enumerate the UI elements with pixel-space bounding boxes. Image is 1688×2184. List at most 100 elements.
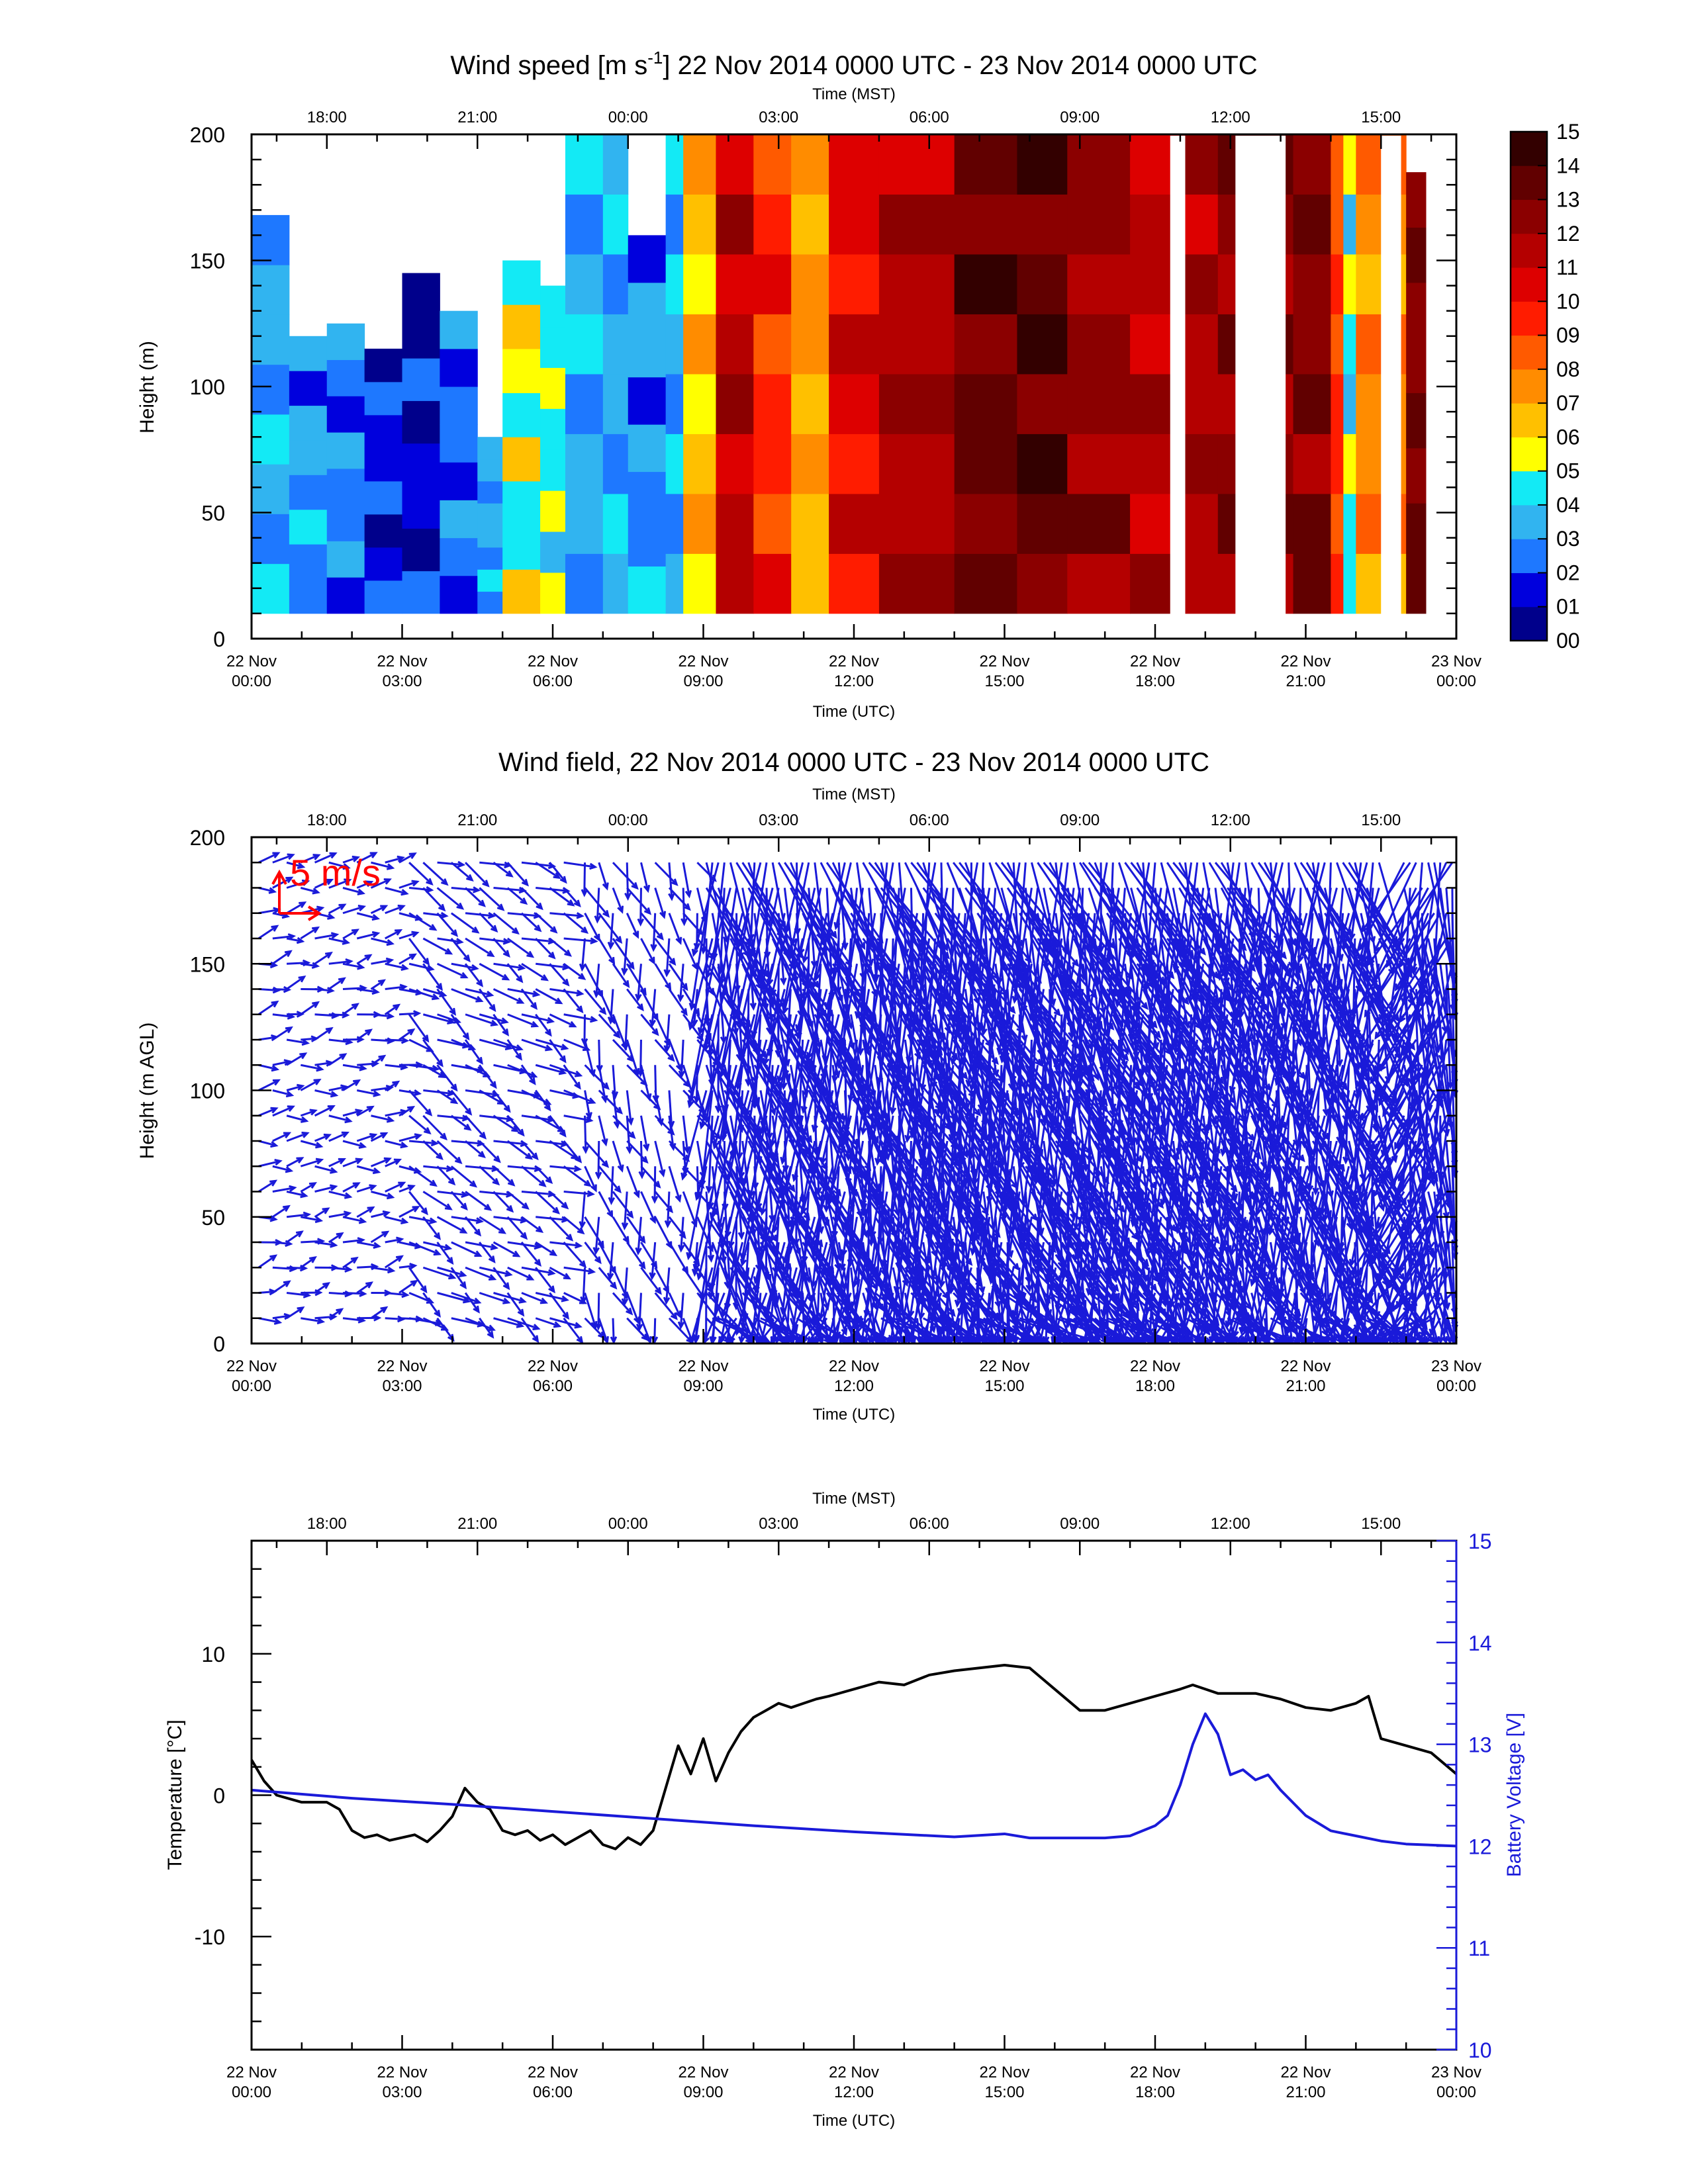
speed-cell bbox=[716, 134, 754, 195]
wind-vector-head bbox=[577, 1227, 585, 1235]
wind-vector bbox=[584, 1090, 591, 1118]
wind-vector-head bbox=[800, 1206, 808, 1215]
wind-vector bbox=[921, 964, 943, 1090]
wind-vector-head bbox=[763, 1306, 771, 1314]
wind-vector bbox=[626, 1317, 648, 1340]
wind-vector bbox=[258, 1160, 281, 1167]
colorbar-label: 08 bbox=[1556, 357, 1580, 381]
wind-vector-head bbox=[923, 1332, 931, 1340]
wind-vector bbox=[422, 1064, 445, 1078]
wind-vector-head bbox=[547, 1269, 556, 1276]
wind-vector-head bbox=[635, 1247, 642, 1256]
wind-vector bbox=[450, 912, 479, 933]
wind-vector bbox=[897, 1140, 900, 1268]
wind-vector-head bbox=[610, 1281, 618, 1290]
speed-cell bbox=[716, 373, 754, 434]
speed-cell bbox=[289, 439, 328, 475]
wind-vector-head bbox=[893, 1026, 901, 1035]
wind-vector-head bbox=[795, 1031, 802, 1040]
wind-vector-head bbox=[705, 1185, 713, 1194]
wind-vector bbox=[258, 1180, 276, 1193]
wind-vector bbox=[272, 1060, 290, 1066]
wind-vector-head bbox=[283, 1280, 291, 1288]
wind-vector-head bbox=[745, 1079, 752, 1087]
wind-vector-head bbox=[730, 1090, 738, 1099]
speed-cell bbox=[326, 359, 365, 396]
wind-vector bbox=[598, 862, 608, 889]
wind-vector-head bbox=[873, 1183, 880, 1192]
wind-vector bbox=[610, 989, 614, 1023]
wind-vector-head bbox=[694, 1193, 702, 1201]
wind-vector bbox=[597, 1293, 600, 1329]
wind-vector-head bbox=[617, 905, 624, 914]
wind-vector bbox=[356, 881, 372, 889]
speed-cell bbox=[1343, 194, 1356, 255]
wind-vector bbox=[385, 1110, 406, 1117]
wind-vector-head bbox=[579, 963, 586, 972]
wind-vector-head bbox=[303, 1211, 312, 1219]
wind-vector bbox=[342, 1079, 359, 1091]
wind-vector bbox=[535, 937, 555, 959]
wind-vector-head bbox=[759, 1207, 767, 1216]
speed-cell bbox=[791, 253, 829, 314]
wind-vector bbox=[898, 1242, 919, 1343]
wind-vector bbox=[385, 1064, 406, 1069]
wind-vector bbox=[640, 912, 663, 940]
wind-vector bbox=[286, 1038, 308, 1044]
wind-vector bbox=[464, 963, 483, 986]
wind-vector-head bbox=[865, 1044, 872, 1053]
wind-vector-head bbox=[284, 950, 293, 958]
wind-vector bbox=[737, 862, 762, 947]
colorbar-swatch bbox=[1511, 199, 1547, 234]
wind-vector bbox=[665, 938, 671, 976]
wind-vector bbox=[913, 862, 937, 983]
y-tick-label: 0 bbox=[213, 627, 225, 651]
speed-cell bbox=[326, 577, 365, 614]
wind-vector bbox=[738, 1090, 744, 1158]
wind-vector-head bbox=[447, 1177, 456, 1186]
speed-cell bbox=[289, 475, 328, 510]
wind-vector bbox=[705, 862, 729, 942]
wind-vector bbox=[867, 989, 876, 1089]
wind-vector-head bbox=[847, 1259, 855, 1267]
wind-vector bbox=[682, 1013, 704, 1040]
wind-vector bbox=[790, 1039, 810, 1109]
wind-vector bbox=[492, 988, 523, 1004]
wind-vector-head bbox=[795, 1024, 802, 1032]
wind-vector bbox=[895, 1166, 919, 1293]
colorbar-label: 11 bbox=[1556, 255, 1578, 279]
wind-vector-head bbox=[770, 1336, 777, 1345]
wind-vector-head bbox=[637, 1069, 644, 1077]
wind-vector bbox=[724, 1039, 731, 1136]
speed-cell bbox=[402, 273, 440, 316]
wind-vector-head bbox=[329, 1313, 338, 1321]
wind-vector bbox=[598, 938, 615, 964]
wind-vector bbox=[612, 1191, 633, 1218]
wind-vector bbox=[506, 1115, 524, 1136]
wind-vector bbox=[464, 862, 489, 887]
wind-vector-head bbox=[581, 889, 588, 897]
wind-vector-head bbox=[330, 1091, 339, 1098]
wind-vector bbox=[384, 1004, 400, 1015]
wind-vector bbox=[328, 960, 352, 965]
wind-vector-head bbox=[767, 978, 774, 987]
speed-cell bbox=[829, 253, 880, 314]
speed-cell bbox=[326, 468, 365, 506]
wind-vector-head bbox=[500, 1017, 509, 1024]
wind-vector bbox=[827, 862, 846, 938]
speed-cell bbox=[1067, 553, 1131, 614]
wind-vector bbox=[943, 1140, 955, 1268]
wind-vector-head bbox=[534, 1242, 542, 1250]
wind-vector bbox=[888, 1317, 912, 1343]
wind-vector-head bbox=[910, 983, 917, 993]
wind-vector bbox=[742, 1115, 762, 1185]
wind-speed-title: Wind speed [m s-1] 22 Nov 2014 0000 UTC … bbox=[450, 48, 1257, 80]
wind-vector-head bbox=[274, 1158, 283, 1166]
wind-vector bbox=[816, 1242, 822, 1336]
wind-vector-head bbox=[559, 876, 567, 884]
wind-vector-head bbox=[704, 1115, 711, 1124]
wind-vector bbox=[598, 1013, 620, 1038]
wind-vector-head bbox=[472, 886, 481, 893]
wind-vector bbox=[356, 1089, 379, 1096]
speed-cell bbox=[440, 575, 478, 614]
